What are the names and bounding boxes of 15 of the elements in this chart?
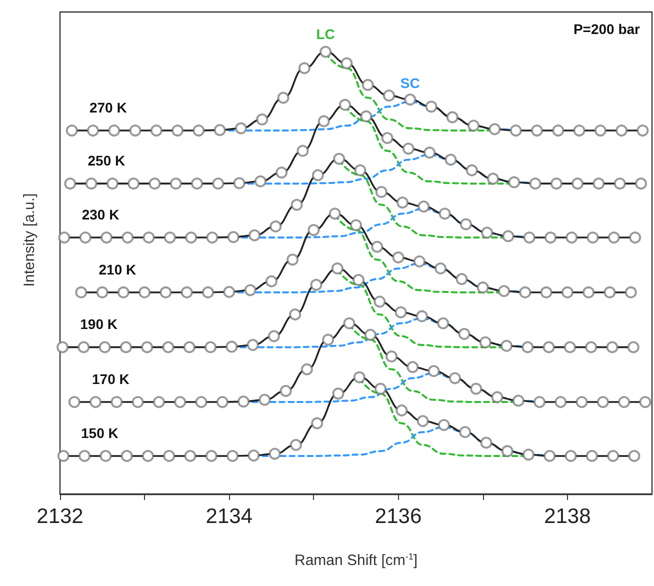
series-label: 150 K [80, 424, 118, 441]
series-label: 190 K [80, 316, 118, 332]
series-label: 270 K [89, 100, 127, 116]
series-label: 170 K [92, 371, 130, 388]
series-label: SC [400, 74, 420, 91]
x-tick-label: 2138 [544, 505, 591, 528]
series-label: 210 K [98, 261, 136, 278]
x-tick-label: 2134 [206, 505, 253, 528]
series-label: LC [316, 26, 335, 42]
text: P=200 bar [573, 21, 641, 37]
series-label: 230 K [82, 206, 120, 223]
x-tick-label: 2132 [36, 505, 84, 528]
y-axis-title: Intensity [a.u.] [21, 193, 38, 287]
series-label: 250 K [88, 152, 126, 169]
x-tick-label: 2136 [374, 505, 422, 528]
